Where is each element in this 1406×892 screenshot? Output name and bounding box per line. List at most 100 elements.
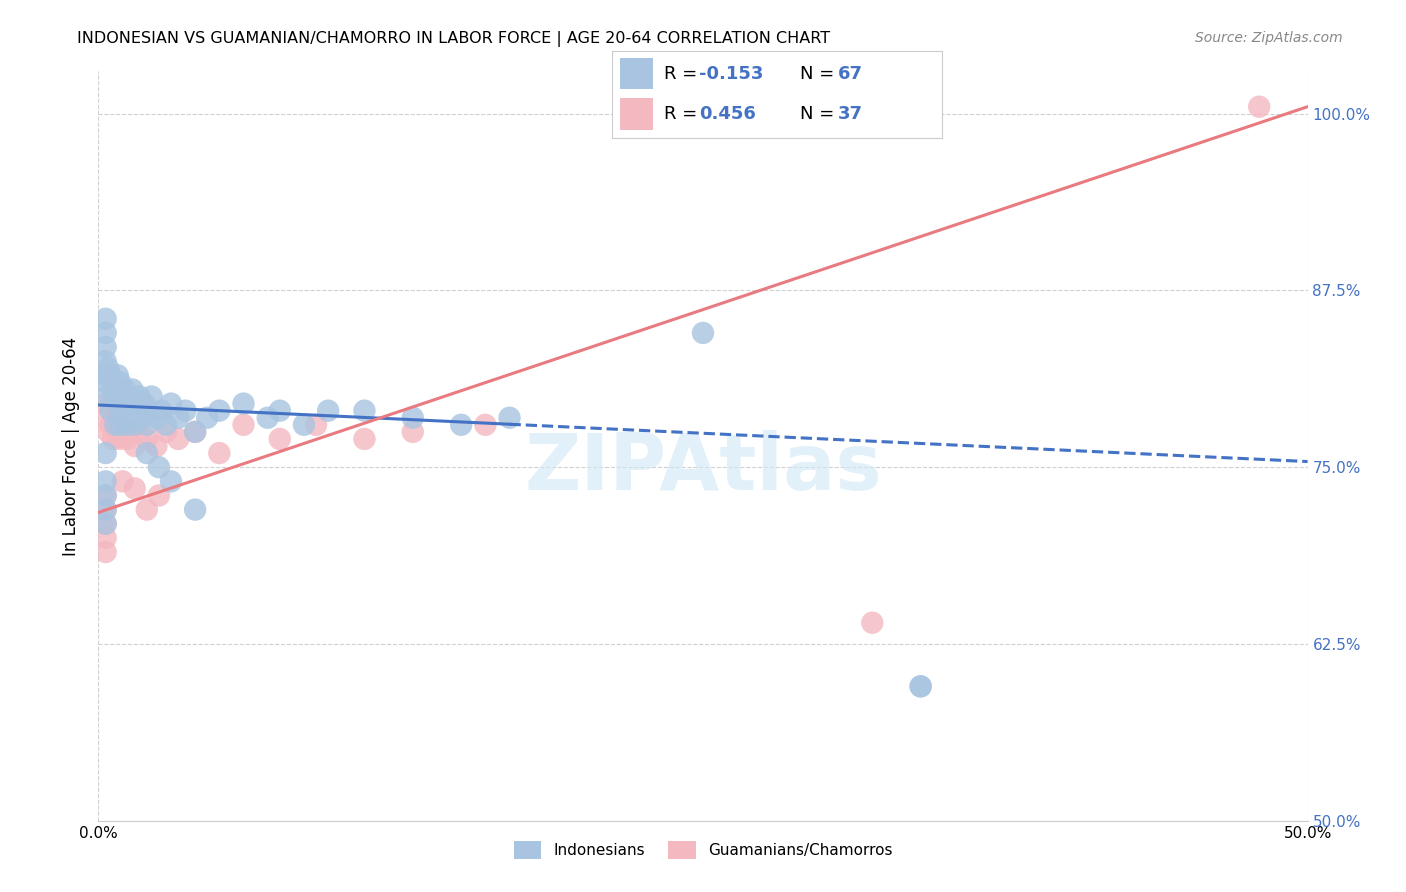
Text: ZIPAtlas: ZIPAtlas <box>524 431 882 507</box>
Point <box>124 396 146 410</box>
Point <box>94 446 117 460</box>
Point <box>111 390 134 404</box>
Point <box>256 410 278 425</box>
Point <box>118 410 141 425</box>
Bar <box>620 98 652 129</box>
Point <box>94 502 117 516</box>
Point <box>148 488 170 502</box>
Point <box>128 425 150 439</box>
Point <box>117 396 139 410</box>
Point <box>101 390 124 404</box>
Point <box>148 460 170 475</box>
Point <box>195 410 218 425</box>
Point <box>232 417 254 432</box>
Text: N =: N = <box>800 104 839 123</box>
Point <box>94 488 117 502</box>
Point <box>128 390 150 404</box>
Point <box>107 368 129 383</box>
Point <box>167 410 190 425</box>
Point <box>135 446 157 460</box>
Point <box>121 383 143 397</box>
Point <box>100 368 122 383</box>
Point <box>145 439 167 453</box>
Point <box>135 432 157 446</box>
Point <box>138 403 160 417</box>
Point <box>117 432 139 446</box>
Point <box>114 417 136 432</box>
Point <box>124 482 146 496</box>
Text: R =: R = <box>665 104 703 123</box>
Point <box>353 432 375 446</box>
Point <box>910 679 932 693</box>
Y-axis label: In Labor Force | Age 20-64: In Labor Force | Age 20-64 <box>62 336 80 556</box>
Point <box>450 417 472 432</box>
Point <box>94 340 117 354</box>
Point <box>108 417 131 432</box>
Point <box>134 396 156 410</box>
Point <box>353 403 375 417</box>
Text: 67: 67 <box>838 64 863 83</box>
Text: -0.153: -0.153 <box>699 64 763 83</box>
Point <box>184 502 207 516</box>
Point <box>94 368 117 383</box>
Point <box>94 410 117 425</box>
Point <box>111 425 134 439</box>
Point <box>692 326 714 340</box>
Point <box>135 502 157 516</box>
Point <box>292 417 315 432</box>
Point <box>184 425 207 439</box>
Point <box>104 417 127 432</box>
Point <box>94 354 117 368</box>
Point <box>269 403 291 417</box>
Point <box>104 383 127 397</box>
Point <box>94 311 117 326</box>
Point <box>127 403 149 417</box>
Point <box>104 417 127 432</box>
Point <box>94 488 117 502</box>
Point <box>269 432 291 446</box>
Point <box>167 432 190 446</box>
Point <box>94 396 117 410</box>
Point <box>208 403 231 417</box>
Point <box>150 403 173 417</box>
Legend: Indonesians, Guamanians/Chamorros: Indonesians, Guamanians/Chamorros <box>508 835 898 865</box>
Point <box>174 403 197 417</box>
Point <box>155 425 177 439</box>
Point <box>121 403 143 417</box>
Point <box>305 417 328 432</box>
Point <box>117 417 139 432</box>
Point <box>402 410 425 425</box>
Point <box>155 417 177 432</box>
Point <box>474 417 496 432</box>
Point <box>114 403 136 417</box>
Point <box>860 615 883 630</box>
Point <box>184 425 207 439</box>
Point <box>101 432 124 446</box>
Point <box>97 361 120 376</box>
Point <box>100 417 122 432</box>
Point <box>131 410 153 425</box>
Point <box>141 390 163 404</box>
Point <box>135 417 157 432</box>
Point <box>94 516 117 531</box>
Point <box>232 396 254 410</box>
Point <box>94 475 117 489</box>
Point <box>118 425 141 439</box>
Text: N =: N = <box>800 64 839 83</box>
Text: 37: 37 <box>838 104 863 123</box>
Point <box>208 446 231 460</box>
Text: 0.456: 0.456 <box>699 104 756 123</box>
Point <box>316 403 339 417</box>
Point <box>94 326 117 340</box>
Point <box>1249 100 1271 114</box>
Point <box>107 425 129 439</box>
Point <box>94 545 117 559</box>
Point <box>108 376 131 390</box>
Point <box>94 376 117 390</box>
Point <box>160 396 183 410</box>
Point <box>107 396 129 410</box>
Point <box>111 475 134 489</box>
Point <box>124 417 146 432</box>
Point <box>100 403 122 417</box>
Text: Source: ZipAtlas.com: Source: ZipAtlas.com <box>1195 31 1343 45</box>
